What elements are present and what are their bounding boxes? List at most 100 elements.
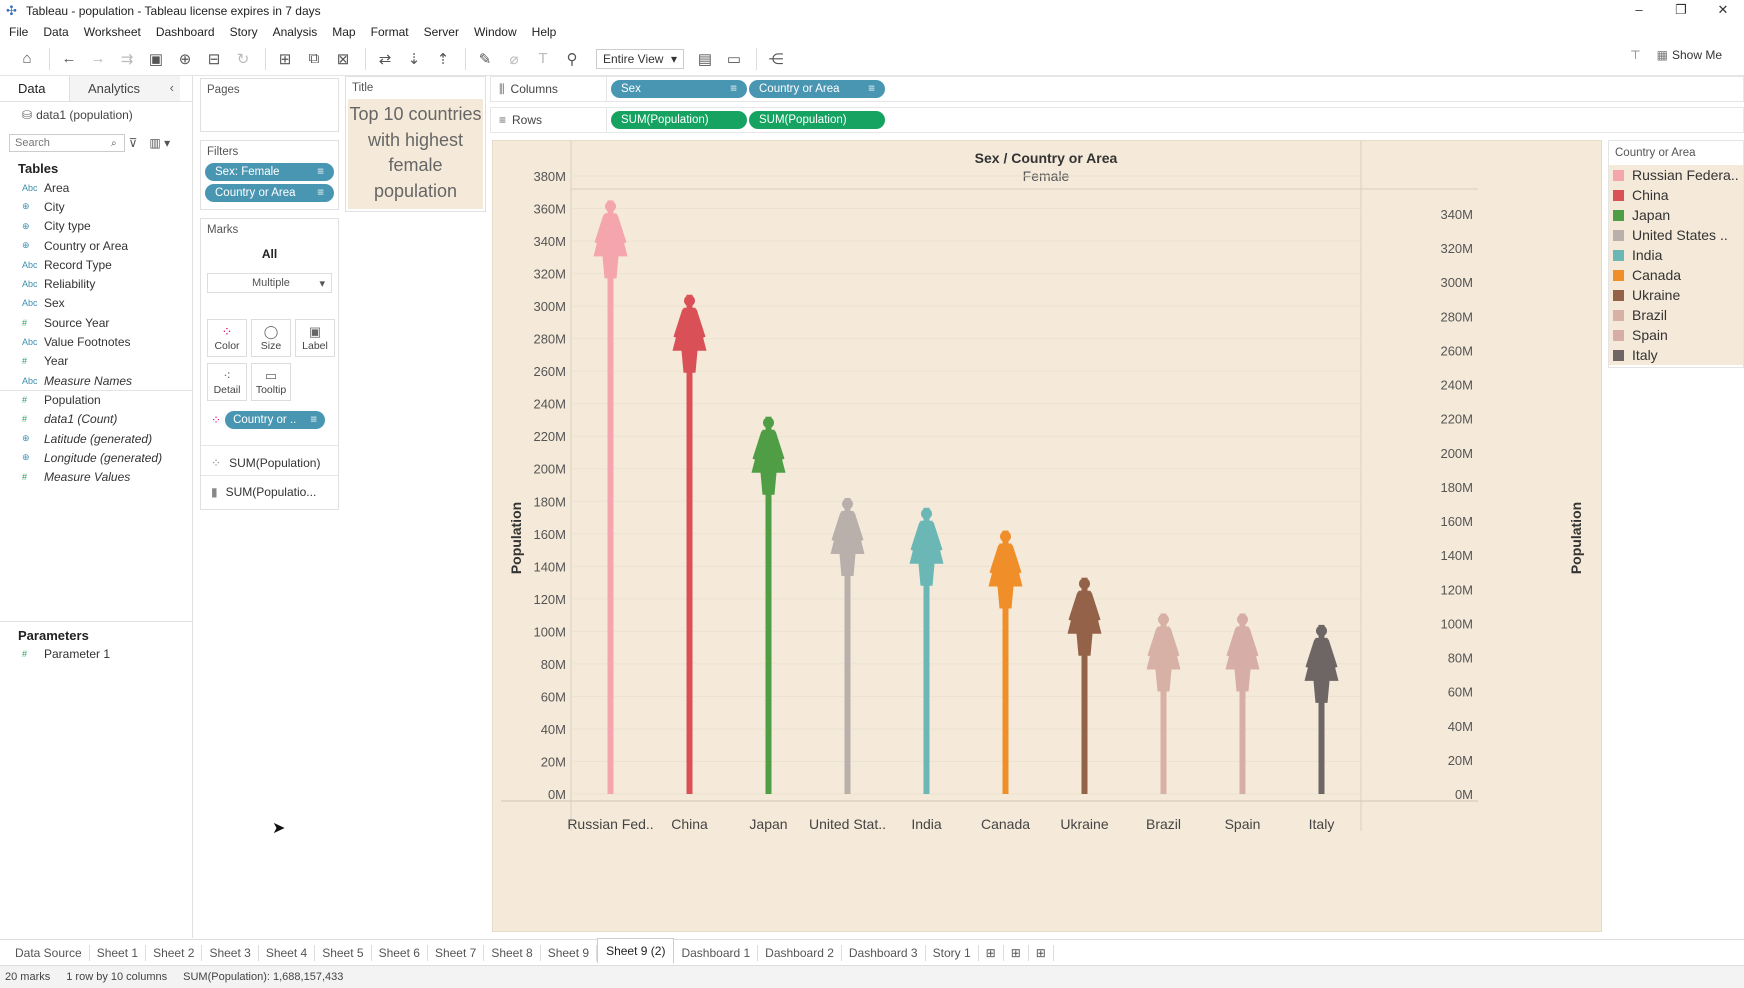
highlight-icon[interactable]: ✎ — [478, 50, 492, 68]
presentation-icon[interactable]: ▭ — [726, 50, 742, 68]
figure-mark[interactable] — [751, 417, 786, 495]
figure-mark[interactable] — [1304, 625, 1339, 703]
home-icon[interactable]: ⌂ — [22, 50, 32, 67]
field-item[interactable]: Abc Sex — [22, 296, 65, 311]
view-options-icon[interactable]: ▥ ▾ — [149, 136, 171, 150]
filter-icon[interactable]: ⊽ — [128, 136, 138, 150]
worksheet-title[interactable]: Top 10 countries with highest female pop… — [348, 99, 483, 209]
refresh-icon[interactable]: ↻ — [236, 50, 250, 68]
color-pill-country[interactable]: Country or .. ≡ — [225, 411, 326, 429]
menu-dashboard[interactable]: Dashboard — [155, 25, 215, 39]
menu-format[interactable]: Format — [370, 25, 409, 39]
y2-axis-title[interactable]: Population — [1568, 502, 1584, 574]
detail-button[interactable]: ⁖ Detail — [207, 363, 247, 401]
column-pill-country[interactable]: Country or Area ≡ — [749, 80, 885, 98]
field-item[interactable]: Abc Reliability — [22, 277, 96, 292]
y-axis-title[interactable]: Population — [508, 502, 524, 574]
legend-item[interactable]: Canada — [1609, 265, 1743, 285]
field-item[interactable]: Abc Value Footnotes — [22, 335, 131, 350]
tooltip-button[interactable]: ▭ Tooltip — [251, 363, 291, 401]
legend-item[interactable]: Ukraine — [1609, 285, 1743, 305]
sheet-tab[interactable]: Story 1 — [926, 944, 979, 961]
new-dashboard-tab-icon[interactable]: ⊞ — [1004, 944, 1029, 961]
close-button[interactable]: ✕ — [1717, 2, 1729, 17]
figure-mark[interactable] — [593, 200, 628, 279]
sheet-tab[interactable]: Dashboard 3 — [842, 944, 926, 961]
legend-item[interactable]: India — [1609, 245, 1743, 265]
clear-icon[interactable]: ⊠ — [336, 50, 350, 68]
swap-icon[interactable]: ⇄ — [378, 50, 392, 68]
filter-pill-country[interactable]: Country or Area ≡ — [205, 184, 334, 202]
new-worksheet-tab-icon[interactable]: ⊞ — [979, 944, 1004, 961]
legend-item[interactable]: Spain — [1609, 325, 1743, 345]
row-pill-population-1[interactable]: SUM(Population) — [611, 111, 747, 129]
field-item[interactable]: ⊕ City type — [22, 219, 91, 234]
field-item[interactable]: Abc Measure Names — [22, 373, 133, 388]
legend-item[interactable]: Japan — [1609, 205, 1743, 225]
legend-item[interactable]: China — [1609, 185, 1743, 205]
new-story-tab-icon[interactable]: ⊞ — [1029, 944, 1054, 961]
sheet-tab[interactable]: Dashboard 2 — [758, 944, 842, 961]
replay-icon[interactable]: ⇉ — [120, 50, 134, 68]
legend-item[interactable]: Russian Federa.. — [1609, 165, 1743, 185]
size-button[interactable]: ◯ Size — [251, 319, 291, 357]
menu-data[interactable]: Data — [43, 25, 69, 39]
minimize-button[interactable]: – — [1635, 2, 1643, 17]
legend-item[interactable]: United States .. — [1609, 225, 1743, 245]
figure-mark[interactable] — [672, 295, 707, 373]
menu-server[interactable]: Server — [423, 25, 459, 39]
sheet-tab[interactable]: Sheet 9 — [541, 944, 598, 961]
field-item[interactable]: # Source Year — [22, 315, 110, 330]
tab-data[interactable]: Data — [0, 76, 70, 101]
figure-mark[interactable] — [830, 498, 865, 577]
sheet-tab[interactable]: Sheet 1 — [90, 944, 147, 961]
menu-window[interactable]: Window — [473, 25, 517, 39]
sort-ascending-icon[interactable]: ⇣ — [407, 50, 421, 68]
sheet-tab[interactable]: Sheet 5 — [315, 944, 372, 961]
sheet-tab[interactable]: Sheet 9 (2) — [597, 938, 675, 963]
sheet-tab[interactable]: Sheet 4 — [259, 944, 316, 961]
filter-pill-sex[interactable]: Sex: Female ≡ — [205, 163, 334, 181]
field-item[interactable]: # data1 (Count) — [22, 412, 118, 427]
pin-icon[interactable]: ⚲ — [566, 50, 578, 68]
label-button[interactable]: ▣ Label — [295, 319, 335, 357]
field-item[interactable]: # Measure Values — [22, 470, 131, 485]
duplicate-icon[interactable]: ⧉ — [308, 50, 320, 67]
sheet-tab[interactable]: Sheet 7 — [428, 944, 485, 961]
menu-worksheet[interactable]: Worksheet — [83, 25, 141, 39]
color-button[interactable]: ⁘ Color — [207, 319, 247, 357]
sheet-tab[interactable]: Sheet 8 — [484, 944, 541, 961]
pages-card[interactable]: Pages — [200, 78, 339, 132]
menu-file[interactable]: File — [9, 25, 29, 39]
search-input[interactable] — [9, 134, 125, 152]
figure-mark[interactable] — [1146, 613, 1181, 692]
label-icon[interactable]: T — [538, 50, 548, 67]
marks-all-tab[interactable]: All — [261, 247, 278, 261]
sheet-tab[interactable]: Data Source — [8, 944, 90, 961]
marks-measure-1[interactable]: ⁘ SUM(Population) — [211, 456, 321, 470]
parameter-item[interactable]: # Parameter 1 — [22, 646, 111, 661]
marks-measure-2[interactable]: ▮ SUM(Populatio... — [211, 485, 317, 499]
figure-mark[interactable] — [1067, 578, 1102, 656]
legend-item[interactable]: Brazil — [1609, 305, 1743, 325]
redo-icon[interactable]: → — [90, 50, 106, 67]
sheet-tab[interactable]: Dashboard 1 — [674, 944, 759, 961]
menu-map[interactable]: Map — [332, 25, 356, 39]
field-item[interactable]: Abc Record Type — [22, 257, 112, 272]
sheet-tab[interactable]: Sheet 2 — [146, 944, 203, 961]
undo-icon[interactable]: ← — [61, 50, 77, 67]
group-icon[interactable]: ⌀ — [509, 50, 519, 68]
menu-analysis[interactable]: Analysis — [272, 25, 318, 39]
pause-updates-icon[interactable]: ⊟ — [207, 50, 221, 68]
fit-view-select[interactable]: Entire View ▾ — [596, 48, 684, 69]
show-cards-icon[interactable]: ▤ — [697, 50, 713, 68]
show-me-button[interactable]: ⊤ ▦ Show Me — [1630, 48, 1722, 62]
share-icon[interactable]: ⋲ — [768, 50, 784, 68]
legend-item[interactable]: Italy — [1609, 345, 1743, 365]
field-item[interactable]: ⊕ City — [22, 199, 65, 214]
row-pill-population-2[interactable]: SUM(Population) — [749, 111, 885, 129]
figure-mark[interactable] — [988, 531, 1023, 609]
save-icon[interactable]: ▣ — [148, 50, 164, 68]
column-pill-sex[interactable]: Sex ≡ — [611, 80, 747, 98]
sheet-tab[interactable]: Sheet 6 — [372, 944, 428, 961]
